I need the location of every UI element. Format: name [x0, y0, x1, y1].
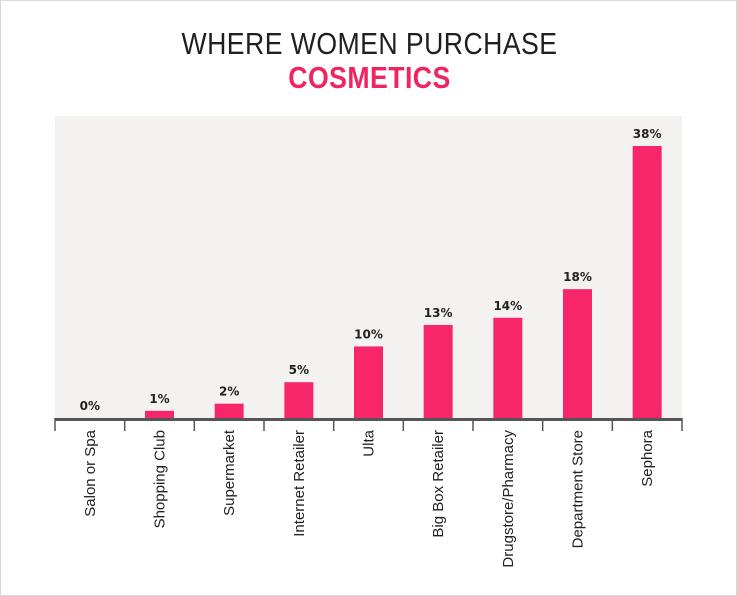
chart-title-line-1: WHERE WOMEN PURCHASE	[181, 26, 558, 61]
data-label-4: 10%	[354, 327, 383, 341]
x-tick-label-0: Salon or Spa	[82, 429, 99, 516]
data-label-8: 38%	[633, 127, 662, 141]
data-label-1: 1%	[149, 392, 169, 406]
bar-7	[563, 289, 592, 418]
bar-3	[284, 382, 314, 418]
data-label-6: 14%	[493, 299, 522, 313]
x-tick-label-5: Big Box Retailer	[430, 430, 447, 538]
bar-8	[632, 146, 662, 418]
x-tick-label-3: Internet Retailer	[291, 430, 308, 537]
chart-title-line-2: COSMETICS	[288, 60, 451, 95]
bar-6	[493, 317, 523, 418]
data-label-2: 2%	[219, 385, 239, 399]
x-tick-label-2: Supermarket	[221, 429, 238, 516]
bar-4	[354, 346, 383, 418]
data-label-7: 18%	[563, 270, 592, 284]
bar-5	[423, 324, 453, 418]
data-label-0: 0%	[80, 399, 100, 413]
x-tick-label-8: Sephora	[639, 429, 656, 486]
data-label-5: 13%	[424, 306, 453, 320]
bar-2	[214, 403, 244, 418]
x-tick-label-1: Shopping Club	[152, 430, 169, 528]
x-tick-label-6: Drugstore/Pharmacy	[500, 430, 517, 568]
data-label-3: 5%	[289, 363, 309, 377]
x-axis-line	[55, 418, 682, 421]
x-tick-label-4: Ulta	[361, 429, 378, 456]
x-tick-label-7: Department Store	[570, 430, 587, 548]
bar-1	[145, 410, 174, 418]
